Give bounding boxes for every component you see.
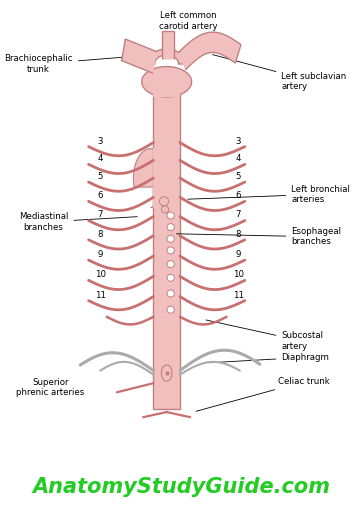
Text: Diaphragm: Diaphragm (210, 353, 329, 363)
Text: 7: 7 (235, 210, 241, 219)
Ellipse shape (167, 261, 174, 268)
FancyBboxPatch shape (153, 79, 180, 408)
Ellipse shape (167, 306, 174, 313)
Text: AnatomyStudyGuide.com: AnatomyStudyGuide.com (33, 477, 330, 497)
Text: 8: 8 (235, 230, 241, 239)
Text: Brachiocephalic
trunk: Brachiocephalic trunk (4, 54, 142, 74)
Text: Left common
carotid artery: Left common carotid artery (159, 11, 217, 37)
Circle shape (161, 365, 172, 381)
Ellipse shape (167, 290, 174, 297)
Text: Celiac trunk: Celiac trunk (196, 377, 330, 411)
Polygon shape (142, 67, 192, 97)
Text: 3: 3 (98, 137, 103, 145)
Text: Left bronchial
arteries: Left bronchial arteries (188, 184, 350, 204)
Text: 9: 9 (235, 250, 241, 259)
Text: 4: 4 (235, 154, 241, 163)
Text: 8: 8 (98, 230, 103, 239)
Ellipse shape (167, 247, 174, 254)
Text: 3: 3 (235, 137, 241, 145)
Text: 7: 7 (98, 210, 103, 219)
Text: 11: 11 (233, 291, 244, 300)
Polygon shape (134, 149, 168, 207)
PathPatch shape (162, 31, 174, 59)
Ellipse shape (167, 235, 174, 242)
Text: 6: 6 (98, 191, 103, 200)
Text: Mediastinal
branches: Mediastinal branches (19, 212, 137, 232)
Ellipse shape (167, 224, 174, 231)
Polygon shape (153, 79, 180, 97)
Ellipse shape (167, 212, 174, 219)
Text: Left subclavian
artery: Left subclavian artery (212, 54, 347, 91)
Polygon shape (148, 49, 185, 64)
Text: 11: 11 (95, 291, 106, 300)
Text: 4: 4 (98, 154, 103, 163)
Polygon shape (153, 148, 167, 208)
Text: Subcostal
artery: Subcostal artery (206, 320, 323, 351)
Text: 9: 9 (98, 250, 103, 259)
PathPatch shape (122, 39, 157, 73)
Text: Superior
phrenic arteries: Superior phrenic arteries (16, 378, 85, 397)
Text: Esophageal
branches: Esophageal branches (176, 227, 341, 246)
Text: 5: 5 (98, 172, 103, 181)
Ellipse shape (159, 197, 169, 206)
Text: 6: 6 (235, 191, 241, 200)
Text: 10: 10 (95, 270, 106, 279)
Ellipse shape (161, 206, 169, 213)
Ellipse shape (167, 274, 174, 281)
Text: 10: 10 (233, 270, 244, 279)
Text: 5: 5 (235, 172, 241, 181)
PathPatch shape (178, 32, 241, 70)
